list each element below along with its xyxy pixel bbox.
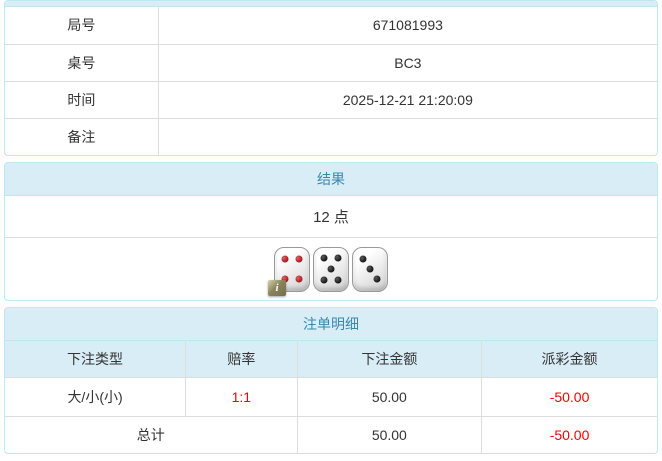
table-row-round-id: 局号 671081993 [4, 6, 658, 45]
bets-header-row: 下注类型 赔率 下注金额 派彩金额 [4, 340, 658, 378]
die-pip [295, 275, 303, 283]
die-pip [373, 275, 381, 283]
table-row-table-id: 桌号 BC3 [4, 43, 658, 82]
total-bet-amount-cell: 50.00 [296, 415, 483, 454]
remark-value [157, 117, 658, 156]
die-pip [327, 265, 335, 273]
die-4: i [268, 246, 310, 296]
info-icon[interactable]: i [268, 279, 286, 296]
game-info-panel: 局号 671081993 桌号 BC3 时间 2025-12-21 21:20:… [4, 0, 658, 156]
bet-amount-cell: 50.00 [296, 376, 483, 417]
bets-panel: 注单明细 下注类型 赔率 下注金额 派彩金额 大/小(小) 1:1 50.00 … [4, 307, 658, 454]
die-pip [281, 275, 289, 283]
remark-label: 备注 [4, 117, 159, 156]
bet-type-cell: 大/小(小) [4, 376, 187, 417]
die-pip [334, 276, 342, 284]
die-pip [320, 254, 328, 262]
table-row-time: 时间 2025-12-21 21:20:09 [4, 80, 658, 119]
odds-cell: 1:1 [185, 376, 298, 417]
col-header-bet-amount: 下注金额 [296, 340, 483, 378]
die-pip [281, 255, 289, 263]
total-payout-cell: -50.00 [481, 415, 658, 454]
total-label-cell: 总计 [4, 415, 298, 454]
bets-panel-title: 注单明细 [5, 308, 657, 341]
die-5 [313, 246, 349, 292]
round-id-label: 局号 [4, 6, 159, 45]
dice-row: i [5, 238, 657, 300]
col-header-bet-type: 下注类型 [4, 340, 187, 378]
table-row-remark: 备注 [4, 117, 658, 156]
game-info-table: 局号 671081993 桌号 BC3 时间 2025-12-21 21:20:… [4, 6, 658, 156]
die-3 [352, 246, 388, 292]
bet-row: 大/小(小) 1:1 50.00 -50.00 [4, 376, 658, 417]
die-pip [366, 265, 374, 273]
col-header-payout: 派彩金额 [481, 340, 658, 378]
dice-container: i [268, 246, 388, 296]
bets-table: 下注类型 赔率 下注金额 派彩金额 大/小(小) 1:1 50.00 -50.0… [4, 340, 658, 454]
die-pip [320, 276, 328, 284]
table-id-label: 桌号 [4, 43, 159, 82]
die-pip [334, 254, 342, 262]
result-panel: 结果 12 点 i [4, 162, 658, 301]
result-panel-title: 结果 [5, 163, 657, 196]
result-points: 12 点 [5, 196, 657, 238]
payout-cell: -50.00 [481, 376, 658, 417]
time-value: 2025-12-21 21:20:09 [157, 80, 658, 119]
round-id-value: 671081993 [157, 6, 658, 45]
die-pip [295, 255, 303, 263]
col-header-odds: 赔率 [185, 340, 298, 378]
table-id-value: BC3 [157, 43, 658, 82]
total-row: 总计 50.00 -50.00 [4, 415, 658, 454]
die-pip [359, 255, 367, 263]
time-label: 时间 [4, 80, 159, 119]
